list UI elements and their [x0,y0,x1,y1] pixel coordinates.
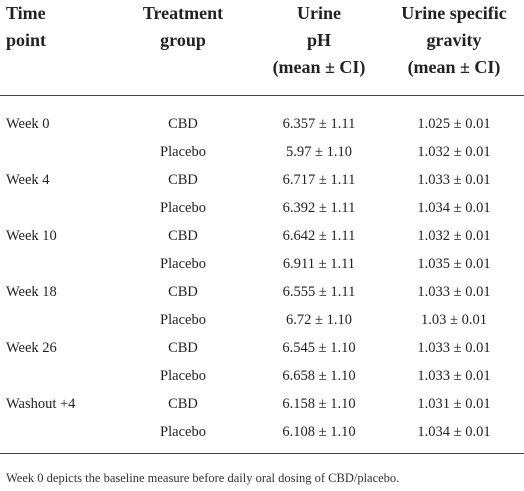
urine-sg-cell: 1.032 ± 0.01 [417,144,491,160]
urine-ph-cell: 6.72 ± 1.10 [286,312,352,328]
table-row: Week 0 CBD 6.357 ± 1.11 1.025 ± 0.01 [0,110,524,138]
treatment-group-cell: CBD [168,116,198,132]
treatment-group-cell: Placebo [160,368,206,384]
header-urine-sg-line-1: Urine specific [401,3,507,23]
treatment-group-cell: CBD [168,396,198,412]
urine-sg-cell: 1.025 ± 0.01 [417,116,491,132]
table-row: Week 10 CBD 6.642 ± 1.11 1.032 ± 0.01 [0,222,524,250]
table-row: Placebo 5.97 ± 1.10 1.032 ± 0.01 [0,138,524,166]
treatment-group-cell: Placebo [160,200,206,216]
time-point-cell: Week 18 [6,284,57,300]
urine-sg-cell: 1.033 ± 0.01 [417,284,491,300]
urine-sg-cell: 1.03 ± 0.01 [421,312,487,328]
urine-ph-cell: 6.108 ± 1.10 [282,424,356,440]
header-urine-sg-line-2: gravity [426,30,482,50]
header-time-point-line-1: Time [6,3,46,23]
header-treatment-group-line-1: Treatment [142,3,224,23]
header-urine-ph-line-2: pH [306,30,331,50]
table-footnote: Week 0 depicts the baseline measure befo… [6,471,400,485]
treatment-group-cell: Placebo [160,256,206,272]
table-row: Placebo 6.658 ± 1.10 1.033 ± 0.01 [0,362,524,390]
header-time-point: Time point [6,0,46,54]
urine-sg-cell: 1.034 ± 0.01 [417,200,491,216]
time-point-cell: Week 4 [6,172,50,188]
header-urine-sg-line-3: (mean ± CI) [407,57,501,77]
table-row: Placebo 6.392 ± 1.11 1.034 ± 0.01 [0,194,524,222]
urine-sg-cell: 1.032 ± 0.01 [417,228,491,244]
table-row: Washout +4 CBD 6.158 ± 1.10 1.031 ± 0.01 [0,390,524,418]
header-treatment-group-line-2: group [160,30,206,50]
urine-ph-cell: 6.642 ± 1.11 [282,228,356,244]
table-row: Placebo 6.108 ± 1.10 1.034 ± 0.01 [0,418,524,446]
treatment-group-cell: CBD [168,340,198,356]
urine-ph-cell: 6.911 ± 1.11 [282,256,356,272]
urine-ph-cell: 6.658 ± 1.10 [282,368,356,384]
urine-sg-cell: 1.035 ± 0.01 [417,256,491,272]
header-rule [0,95,524,96]
header-urine-ph-line-1: Urine [297,3,341,23]
urine-ph-cell: 6.158 ± 1.10 [282,396,356,412]
header-urine-ph: Urine pH (mean ± CI) [252,0,386,81]
urine-ph-cell: 6.392 ± 1.11 [282,200,356,216]
urine-ph-cell: 6.555 ± 1.11 [282,284,356,300]
treatment-group-cell: Placebo [160,312,206,328]
urine-ph-cell: 5.97 ± 1.10 [286,144,352,160]
urine-sg-cell: 1.033 ± 0.01 [417,340,491,356]
header-urine-specific-gravity: Urine specific gravity (mean ± CI) [384,0,524,81]
urine-ph-cell: 6.357 ± 1.11 [282,116,356,132]
urine-sg-cell: 1.031 ± 0.01 [417,396,491,412]
urine-sg-cell: 1.033 ± 0.01 [417,368,491,384]
table-row: Placebo 6.911 ± 1.11 1.035 ± 0.01 [0,250,524,278]
header-treatment-group: Treatment group [118,0,248,54]
header-urine-ph-line-3: (mean ± CI) [272,57,366,77]
time-point-cell: Week 26 [6,340,57,356]
urine-ph-cell: 6.545 ± 1.10 [282,340,356,356]
time-point-cell: Week 0 [6,116,50,132]
urine-ph-cell: 6.717 ± 1.11 [282,172,356,188]
time-point-cell: Week 10 [6,228,57,244]
treatment-group-cell: CBD [168,228,198,244]
table-row: Week 26 CBD 6.545 ± 1.10 1.033 ± 0.01 [0,334,524,362]
treatment-group-cell: Placebo [160,144,206,160]
urine-sg-cell: 1.034 ± 0.01 [417,424,491,440]
header-time-point-line-2: point [6,30,47,50]
time-point-cell: Washout +4 [6,396,76,412]
bottom-rule [0,453,524,454]
treatment-group-cell: CBD [168,172,198,188]
table-row: Placebo 6.72 ± 1.10 1.03 ± 0.01 [0,306,524,334]
table-row: Week 4 CBD 6.717 ± 1.11 1.033 ± 0.01 [0,166,524,194]
urine-sg-cell: 1.033 ± 0.01 [417,172,491,188]
table-row: Week 18 CBD 6.555 ± 1.11 1.033 ± 0.01 [0,278,524,306]
treatment-group-cell: CBD [168,284,198,300]
treatment-group-cell: Placebo [160,424,206,440]
